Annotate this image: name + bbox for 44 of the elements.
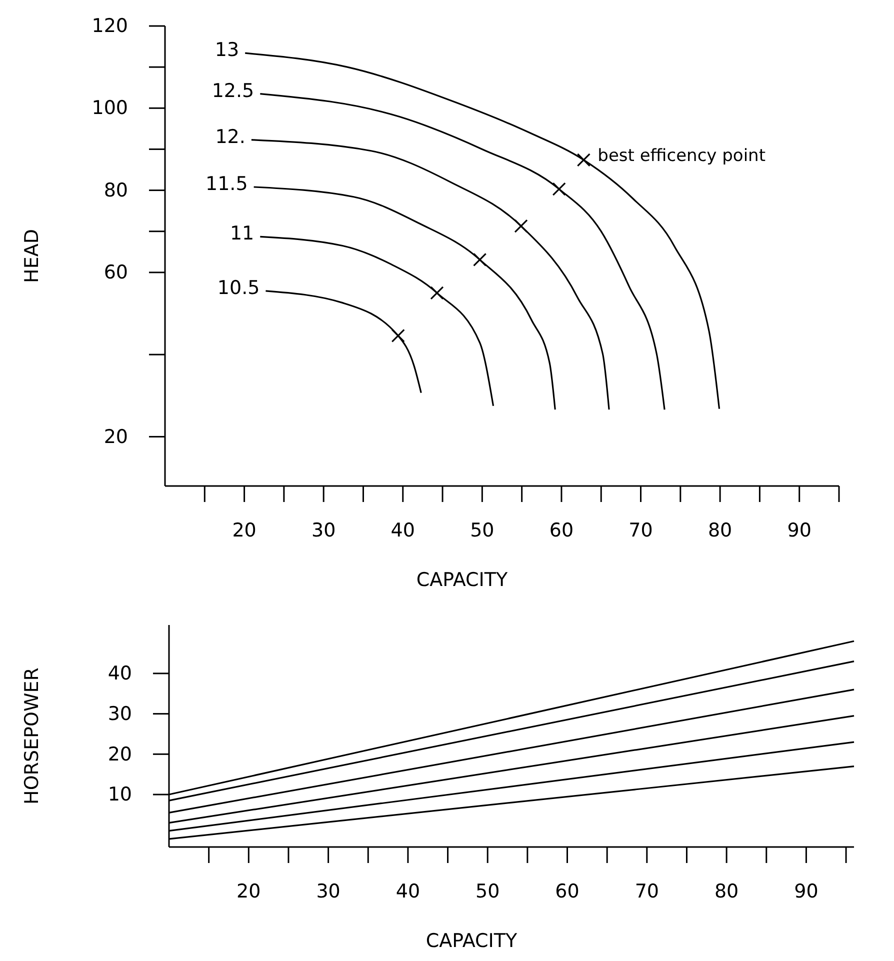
y-tick-label: 10	[108, 784, 132, 806]
series-label: 12.	[215, 126, 246, 148]
x-tick-label: 60	[555, 880, 580, 902]
x-tick-label: 90	[794, 880, 818, 902]
y-tick-label: 80	[104, 179, 128, 202]
y-tick-label: 20	[108, 743, 132, 766]
y-tick-label: 40	[108, 662, 132, 685]
point	[552, 182, 566, 196]
series-label: 13	[214, 39, 240, 62]
series-label: 11	[230, 222, 254, 245]
y-axis-title: HORSEPOWER	[21, 668, 43, 804]
x-tick-label: 50	[470, 519, 494, 542]
line-series	[259, 236, 494, 407]
y-tick-label: 120	[92, 15, 128, 38]
x-tick-label: 20	[236, 880, 261, 902]
y-axis-title: HEAD	[21, 229, 43, 283]
series-label: 10.5	[217, 276, 260, 299]
point	[514, 219, 528, 233]
x-tick-label: 70	[628, 519, 653, 542]
legend-label: 11.5	[205, 173, 248, 195]
x-tick-label: 50	[476, 880, 500, 902]
point	[430, 286, 444, 300]
x-tick-label: 90	[787, 519, 812, 542]
y-tick-label: 20	[104, 426, 128, 448]
line-series	[264, 290, 422, 394]
y-tick-label: 30	[108, 702, 132, 725]
y-tick-label: 60	[104, 262, 128, 284]
x-tick-label: 80	[714, 880, 739, 902]
x-tick-label: 40	[396, 880, 420, 902]
x-tick-label: 40	[390, 519, 415, 542]
x-tick-label: 70	[634, 880, 659, 902]
point	[576, 153, 590, 167]
x-tick-label: 30	[316, 880, 340, 902]
x-tick-label: 20	[232, 519, 256, 542]
series-label: 12.5	[212, 80, 254, 102]
x-tick-label: 80	[708, 519, 732, 542]
x-tick-label: 60	[549, 519, 574, 542]
point	[473, 252, 487, 266]
x-tick-label: 30	[311, 519, 336, 542]
x-axis-title: CAPACITY	[426, 930, 518, 952]
annotation: best efficency point	[598, 146, 766, 166]
y-tick-label: 100	[92, 97, 128, 120]
point	[391, 328, 405, 342]
x-axis-title: CAPACITY	[416, 569, 508, 591]
